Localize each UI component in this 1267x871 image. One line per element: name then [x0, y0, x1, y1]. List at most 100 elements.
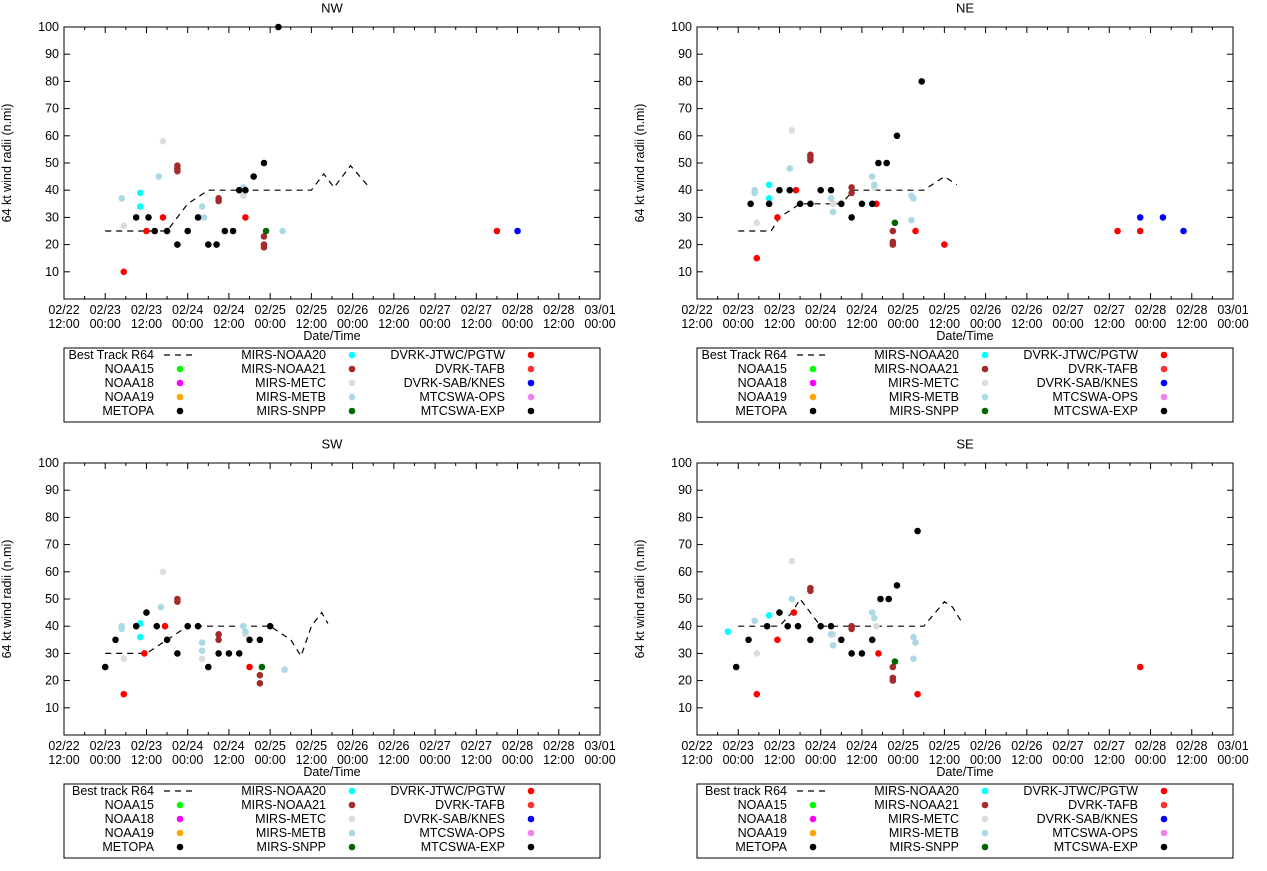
data-point-mtcswa-exp: [235, 186, 243, 194]
chart-title: NW: [321, 0, 343, 15]
legend-label: MIRS-METC: [888, 376, 959, 390]
x-tick-date: 02/27: [1052, 303, 1083, 317]
x-axis-label: Date/Time: [936, 765, 993, 779]
x-tick-time: 12:00: [1176, 753, 1207, 767]
plot-frame: [696, 26, 1234, 300]
x-tick-date: 02/23: [90, 303, 121, 317]
data-point-mirs-snpp: [258, 663, 266, 671]
x-tick-date: 02/23: [131, 303, 162, 317]
x-tick-time: 12:00: [846, 753, 877, 767]
data-point-mirs-metb: [788, 595, 796, 603]
legend-label: NOAA15: [105, 798, 154, 812]
data-point-dvrk-jtwc-pgtw: [790, 609, 798, 616]
x-tick-time: 00:00: [970, 753, 1001, 767]
legend-dot-sample: [527, 365, 535, 373]
data-point-mtcswa-exp: [184, 227, 191, 235]
x-tick-date: 02/24: [172, 739, 203, 753]
x-tick-time: 12:00: [48, 317, 79, 331]
data-point-mirs-noaa21: [848, 184, 855, 191]
x-tick-date: 02/23: [131, 739, 162, 753]
data-point-mtcswa-exp: [893, 582, 901, 589]
legend-box: [696, 347, 1234, 423]
data-point-mtcswa-exp: [745, 636, 752, 644]
y-tick-label: 90: [678, 47, 692, 61]
data-point-mtcswa-exp: [763, 622, 771, 630]
data-point-dvrk-jtwc-pgtw: [912, 227, 919, 235]
x-tick-time: 00:00: [337, 317, 368, 331]
x-tick-date: 02/27: [419, 303, 450, 317]
legend-label: METOPA: [102, 840, 154, 854]
legend-dot-sample: [981, 829, 989, 837]
y-axis-label: 64 kt wind radii (n.mi): [633, 540, 647, 659]
legend-dot-sample: [1160, 365, 1168, 373]
data-point-mtcswa-exp: [776, 186, 783, 194]
legend-label: MTCSWA-OPS: [419, 826, 505, 840]
x-tick-date: 02/27: [1094, 739, 1125, 753]
data-point-mtcswa-exp: [827, 186, 835, 194]
legend-label: MTCSWA-OPS: [1052, 826, 1138, 840]
x-tick-date: 02/24: [805, 303, 836, 317]
x-tick-date: 02/25: [296, 739, 327, 753]
data-point-mtcswa-exp: [221, 227, 229, 235]
data-point-mirs-metb: [118, 625, 126, 633]
best-track-line: [738, 597, 962, 627]
legend-label: NOAA19: [738, 826, 787, 840]
legend-label: NOAA18: [738, 376, 787, 390]
legend-label: MIRS-SNPP: [890, 840, 959, 854]
data-point-mirs-metc: [120, 655, 128, 663]
data-point-mirs-metb: [200, 214, 208, 221]
y-tick-label: 100: [38, 456, 59, 470]
x-tick-time: 00:00: [1052, 753, 1083, 767]
legend-dot-sample: [1160, 379, 1168, 387]
data-point-mirs-metb: [786, 165, 794, 172]
data-point-mirs-noaa21: [889, 663, 897, 671]
legend-label: DVRK-JTWC/PGTW: [1023, 348, 1138, 362]
legend-dot-sample: [1160, 407, 1168, 415]
x-tick-date: 02/24: [846, 739, 877, 753]
legend-label: DVRK-TAFB: [1068, 798, 1138, 812]
chart-sw: SW10203040506070809010002/2212:0002/2300…: [0, 436, 616, 859]
y-tick-label: 20: [678, 674, 692, 688]
legend-dot-sample: [176, 815, 184, 823]
x-tick-date: 02/24: [805, 739, 836, 753]
data-point-mtcswa-exp: [174, 241, 181, 248]
data-point-mirs-metb: [118, 195, 126, 202]
y-tick-label: 50: [678, 156, 692, 170]
legend-dot-sample: [809, 801, 817, 809]
y-tick-label: 50: [678, 592, 692, 606]
x-tick-date: 02/25: [888, 739, 919, 753]
plot-frame: [63, 26, 601, 300]
chart-title: SW: [322, 436, 344, 451]
data-point-mirs-metb: [198, 203, 206, 210]
data-point-mirs-noaa21: [174, 167, 181, 175]
data-point-mirs-metc: [873, 622, 880, 630]
legend-label: NOAA18: [105, 812, 154, 826]
data-point-mirs-metc: [753, 650, 761, 657]
x-tick-time: 00:00: [419, 753, 450, 767]
data-point-mirs-metc: [198, 655, 206, 663]
x-tick-time: 12:00: [1094, 317, 1125, 331]
legend-label: DVRK-JTWC/PGTW: [390, 348, 505, 362]
x-tick-date: 02/24: [846, 303, 877, 317]
x-tick-time: 12:00: [1011, 317, 1042, 331]
legend-label: MIRS-SNPP: [890, 404, 959, 418]
x-tick-time: 12:00: [296, 317, 327, 331]
x-tick-date: 02/28: [502, 303, 533, 317]
y-tick-label: 20: [678, 238, 692, 252]
data-point-mirs-metc: [753, 219, 761, 227]
x-tick-date: 02/26: [378, 303, 409, 317]
x-tick-time: 12:00: [213, 317, 244, 331]
y-tick-label: 70: [45, 538, 59, 552]
legend-label: MIRS-NOAA21: [241, 362, 326, 376]
data-point-mirs-metb: [198, 647, 206, 654]
y-tick-label: 60: [678, 129, 692, 143]
y-tick-label: 30: [45, 210, 59, 224]
legend-label: Best Track R64: [702, 348, 787, 362]
data-point-mtcswa-exp: [838, 636, 845, 644]
data-point-mirs-metc: [120, 222, 128, 229]
legend-dot-sample: [809, 843, 817, 851]
legend-label: NOAA15: [738, 798, 787, 812]
legend-dot-sample: [176, 843, 184, 851]
x-tick-date: 02/27: [461, 303, 492, 317]
legend-dot-sample: [981, 843, 989, 851]
